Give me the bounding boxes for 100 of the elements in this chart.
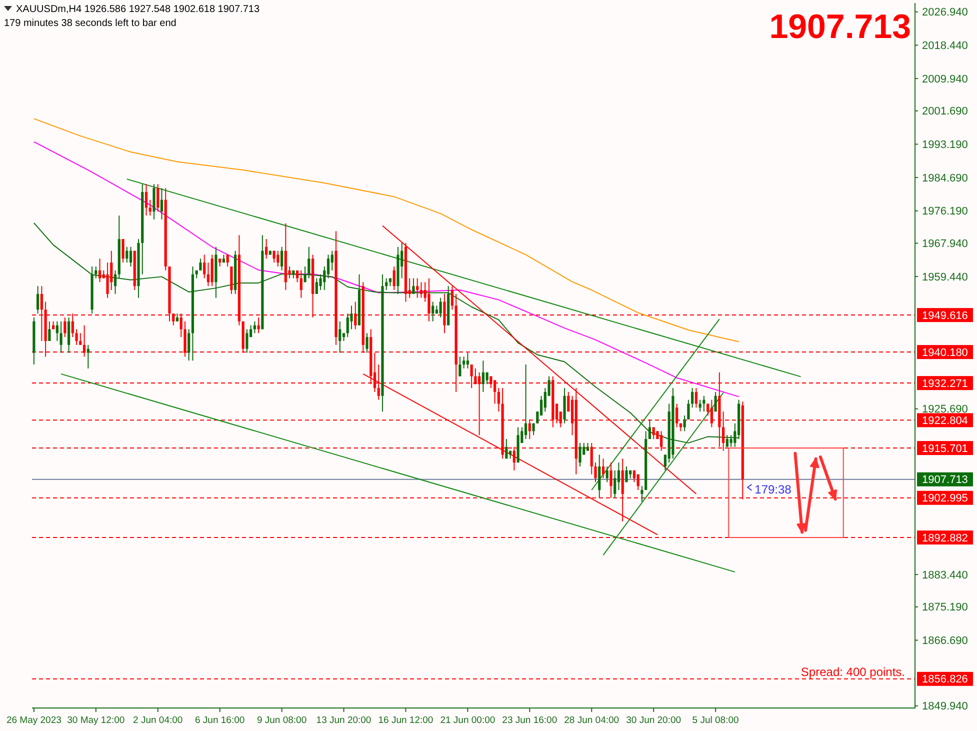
candlestick <box>276 250 280 267</box>
candlestick <box>106 262 109 298</box>
annotation: Spread: 400 points. <box>800 665 905 679</box>
x-tick-label: 26 May 2023 <box>6 715 62 726</box>
x-tick-label: 21 Jun 00:00 <box>440 715 496 726</box>
candlestick <box>246 328 248 354</box>
candlestick <box>265 238 268 260</box>
line-series <box>33 141 740 398</box>
candlestick <box>56 320 58 342</box>
candlestick <box>48 320 51 342</box>
candlestick <box>687 399 690 420</box>
candlestick <box>144 184 148 216</box>
candlestick <box>698 399 702 412</box>
candlestick <box>67 316 70 354</box>
candlestick <box>114 270 117 294</box>
y-tick-label: 1849.940 <box>922 700 968 713</box>
candlestick <box>450 286 454 310</box>
x-tick-label: 30 May 12:00 <box>67 715 125 726</box>
candlestick <box>36 286 40 314</box>
candlestick <box>594 462 597 483</box>
annotation: 1907.713 <box>769 8 911 46</box>
ref-line-label: 1856.826 <box>922 674 968 686</box>
y-tick-label: 2018.440 <box>922 40 968 52</box>
x-tick-label: 9 Jun 08:00 <box>256 715 307 726</box>
y-tick-label: 1883.440 <box>922 569 968 582</box>
y-tick-label: 2009.940 <box>922 73 968 86</box>
candlestick <box>203 254 206 279</box>
candlestick <box>148 199 152 216</box>
y-tick-label: 1866.690 <box>922 635 968 648</box>
candlestick <box>497 388 500 412</box>
candlestick <box>385 278 388 291</box>
candlestick <box>578 442 582 467</box>
candlestick <box>350 305 353 330</box>
chart-title: XAUUSDm,H4 1926.586 1927.548 1902.618 1907.713 <box>16 4 260 15</box>
candlestick <box>648 418 652 440</box>
y-tick-label: 1984.690 <box>922 172 968 184</box>
candlestick <box>230 266 233 294</box>
candlestick <box>524 364 528 440</box>
candlestick <box>280 246 284 271</box>
y-tick-label: 1967.940 <box>922 238 968 250</box>
candlestick <box>640 486 644 502</box>
ref-line-label: 1902.995 <box>922 492 968 505</box>
candlestick <box>188 328 190 362</box>
ref-line-label: 1892.882 <box>922 532 968 544</box>
y-tick-label: 1976.190 <box>922 206 968 218</box>
candlestick <box>614 470 616 498</box>
candlestick <box>602 458 605 479</box>
candlestick <box>75 328 78 346</box>
candlestick <box>300 270 302 298</box>
ref-line-label: 1932.271 <box>922 378 968 390</box>
ref-line-label: 1915.701 <box>922 442 968 455</box>
line-series <box>33 118 740 342</box>
x-tick-label: 30 Jun 20:00 <box>626 715 682 726</box>
candlestick <box>416 278 419 298</box>
candlestick <box>94 266 98 279</box>
annotation: 179:38 <box>754 482 792 496</box>
candlestick <box>694 388 698 408</box>
candlestick <box>420 282 423 298</box>
candlestick <box>110 250 113 291</box>
candlestick <box>625 466 628 483</box>
x-tick-label: 16 Jun 12:00 <box>378 715 434 726</box>
candlestick <box>79 332 82 346</box>
ref-line-label: 1922.804 <box>922 415 968 428</box>
candlestick <box>152 184 156 220</box>
candlestick <box>210 254 214 287</box>
candlestick <box>714 391 717 412</box>
y-tick-label: 2026.940 <box>922 6 968 19</box>
x-tick-label: 2 Jun 04:00 <box>133 715 183 726</box>
candlestick <box>64 316 66 338</box>
x-tick-label: 28 Jun 04:00 <box>564 715 620 726</box>
ref-line-label: 1907.713 <box>922 474 968 486</box>
candlestick <box>412 278 415 294</box>
candlestick <box>617 462 620 490</box>
candlestick <box>691 388 694 408</box>
candlestick <box>226 254 229 267</box>
y-tick-label: 1925.690 <box>922 404 968 416</box>
candlestick <box>122 238 124 264</box>
text: 179 minutes 38 seconds left to bar end <box>4 18 176 29</box>
candlestick <box>338 320 342 354</box>
x-tick-label: 5 Jul 08:00 <box>692 715 739 726</box>
candlestick <box>606 466 608 483</box>
candlestick <box>683 414 686 432</box>
ref-line-label: 1949.616 <box>922 310 968 322</box>
candlestick <box>326 254 330 279</box>
candlestick <box>156 184 160 212</box>
candlestick <box>129 246 132 267</box>
y-tick-label: 2001.690 <box>922 106 968 118</box>
candlestick <box>392 266 396 291</box>
candlestick <box>304 266 306 283</box>
candlestick <box>315 278 318 294</box>
candlestick <box>466 352 469 369</box>
candlestick <box>598 454 601 498</box>
candlestick <box>86 344 90 369</box>
candlestick <box>60 320 62 354</box>
candlestick <box>98 258 102 283</box>
candlestick <box>366 332 368 354</box>
y-tick-label: 1993.190 <box>922 139 968 152</box>
candlestick <box>432 301 434 322</box>
x-tick-label: 13 Jun 20:00 <box>316 715 372 726</box>
x-tick-label: 23 Jun 16:00 <box>502 715 558 726</box>
